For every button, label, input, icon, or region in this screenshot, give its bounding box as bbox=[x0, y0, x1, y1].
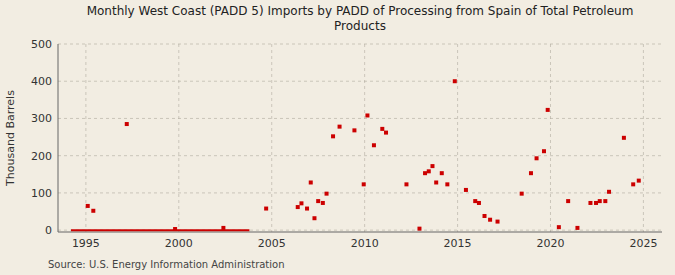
point bbox=[321, 201, 325, 205]
point bbox=[483, 214, 487, 218]
point bbox=[535, 156, 539, 160]
x-axis-line bbox=[58, 232, 662, 233]
point bbox=[603, 199, 607, 203]
y-tick-label: 100 bbox=[31, 187, 52, 200]
point bbox=[125, 122, 129, 126]
point bbox=[546, 108, 550, 112]
point bbox=[312, 216, 316, 220]
x-tick-label: 2005 bbox=[258, 237, 286, 250]
point bbox=[316, 199, 320, 203]
point bbox=[404, 182, 408, 186]
point bbox=[372, 143, 376, 147]
point bbox=[598, 199, 602, 203]
y-grid-line bbox=[58, 192, 662, 193]
x-tick-label: 2000 bbox=[165, 237, 193, 250]
y-grid-line bbox=[58, 155, 662, 156]
point bbox=[264, 207, 268, 211]
y-tick-label: 400 bbox=[31, 75, 52, 88]
point bbox=[423, 171, 427, 175]
point bbox=[331, 134, 335, 138]
x-tick-label: 1995 bbox=[72, 237, 100, 250]
point bbox=[496, 220, 500, 224]
point bbox=[473, 199, 477, 203]
point bbox=[594, 201, 598, 205]
point bbox=[296, 205, 300, 209]
title-line: Monthly West Coast (PADD 5) Imports by P… bbox=[87, 4, 634, 18]
point bbox=[529, 171, 533, 175]
x-tick-label: 2015 bbox=[444, 237, 472, 250]
point bbox=[299, 201, 303, 205]
point bbox=[575, 226, 579, 230]
x-grid-line bbox=[85, 44, 86, 232]
y-grid-line bbox=[58, 81, 662, 82]
x-tick-label: 2020 bbox=[536, 237, 564, 250]
point bbox=[440, 171, 444, 175]
x-grid-line bbox=[457, 44, 458, 232]
x-tick-label: 2025 bbox=[629, 237, 657, 250]
y-tick-label: 300 bbox=[31, 112, 52, 125]
y-tick-label: 0 bbox=[45, 224, 52, 237]
point bbox=[631, 182, 635, 186]
source-note: Source: U.S. Energy Information Administ… bbox=[48, 259, 285, 270]
point bbox=[365, 113, 369, 117]
point bbox=[91, 209, 95, 213]
x-grid-line bbox=[550, 44, 551, 232]
point bbox=[305, 207, 309, 211]
point bbox=[566, 199, 570, 203]
x-tick-label: 2010 bbox=[351, 237, 379, 250]
point bbox=[542, 149, 546, 153]
point bbox=[417, 227, 421, 231]
title-line: Products bbox=[334, 19, 386, 33]
point bbox=[380, 127, 384, 131]
x-grid-line bbox=[643, 44, 644, 232]
y-tick-label: 500 bbox=[31, 38, 52, 51]
line bbox=[71, 229, 249, 231]
x-grid-line bbox=[178, 44, 179, 232]
point bbox=[464, 188, 468, 192]
point bbox=[352, 128, 356, 132]
x-grid-line bbox=[271, 44, 272, 232]
y-grid-line bbox=[58, 230, 662, 231]
point bbox=[427, 169, 431, 173]
y-tick-label: 200 bbox=[31, 150, 52, 163]
point bbox=[477, 201, 481, 205]
title: Monthly West Coast (PADD 5) Imports by P… bbox=[87, 4, 634, 33]
point bbox=[86, 204, 90, 208]
point bbox=[637, 179, 641, 183]
grid bbox=[58, 44, 662, 232]
point bbox=[453, 79, 457, 83]
point bbox=[309, 180, 313, 184]
point bbox=[488, 218, 492, 222]
x-grid-line bbox=[364, 44, 365, 232]
chart: 0 100 200 300 400 500 1995 2000 2005 2010 2015 2020… bbox=[0, 0, 675, 275]
point bbox=[622, 136, 626, 140]
point bbox=[362, 182, 366, 186]
point bbox=[338, 125, 342, 129]
point bbox=[434, 180, 438, 184]
y-axis-line bbox=[58, 44, 59, 232]
point bbox=[325, 192, 329, 196]
point bbox=[445, 182, 449, 186]
y-axis-label: Thousand Barrels bbox=[4, 90, 17, 187]
point bbox=[588, 201, 592, 205]
point bbox=[430, 164, 434, 168]
point bbox=[607, 190, 611, 194]
point bbox=[384, 131, 388, 135]
point bbox=[520, 192, 524, 196]
marks bbox=[71, 79, 641, 231]
y-grid-line bbox=[58, 118, 662, 119]
point bbox=[557, 225, 561, 229]
y-grid-line bbox=[58, 44, 662, 45]
